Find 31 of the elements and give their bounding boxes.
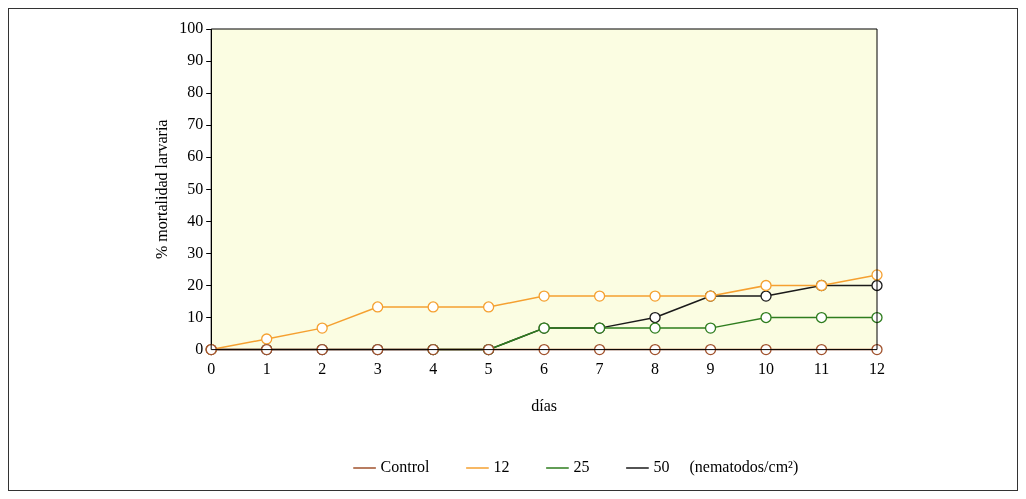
x-tick-label: 0	[207, 360, 216, 378]
x-tick-label: 8	[651, 360, 660, 378]
y-tick-label: 10	[187, 307, 204, 325]
x-tick-label: 6	[540, 360, 549, 378]
y-tick-label: 80	[187, 83, 204, 101]
x-tick-label: 11	[813, 360, 830, 378]
x-tick-label: 5	[484, 360, 493, 378]
x-tick-label: 7	[595, 360, 604, 378]
y-tick-label: 50	[187, 179, 204, 197]
y-tick-label: 90	[187, 51, 204, 69]
y-tick-label: 70	[187, 115, 204, 133]
x-tick-label: 2	[318, 360, 327, 378]
y-tick-label: 100	[179, 19, 204, 37]
y-tick-label: 30	[187, 243, 204, 261]
y-tick-label: 40	[187, 211, 204, 229]
x-axis-title: días	[531, 396, 557, 414]
legend-label: 12	[493, 458, 510, 476]
x-tick-label: 9	[706, 360, 715, 378]
x-tick-label: 12	[869, 360, 885, 378]
x-tick-label: 3	[373, 360, 382, 378]
y-axis-title: % mortalidad larvaria	[152, 119, 170, 260]
legend-label: 50	[653, 458, 670, 476]
legend-label: 25	[573, 458, 590, 476]
x-tick-label: 10	[758, 360, 775, 378]
y-tick-label: 0	[195, 339, 204, 357]
x-tick-label: 1	[262, 360, 271, 378]
legend-label: Control	[380, 458, 430, 476]
x-tick-label: 4	[429, 360, 438, 378]
y-tick-label: 60	[187, 147, 204, 165]
y-tick-label: 20	[187, 275, 204, 293]
legend-title: (nematodos/cm²)	[689, 458, 799, 477]
